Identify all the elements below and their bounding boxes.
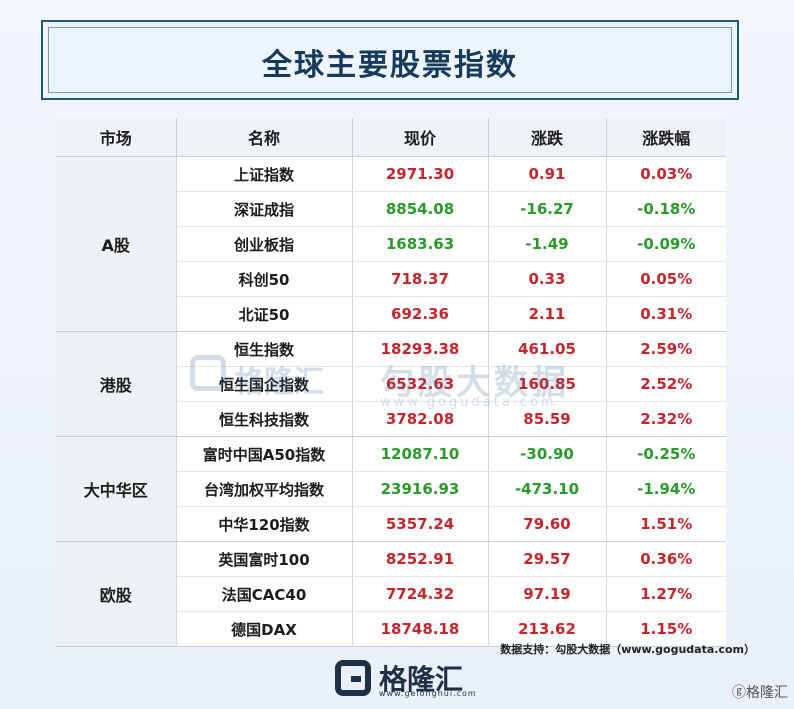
page-title: 全球主要股票指数 (262, 48, 518, 83)
change-cell: -16.27 (488, 191, 607, 227)
price-cell: 692.36 (352, 296, 489, 332)
pct-cell: -0.25% (606, 436, 726, 472)
logo-icon (335, 660, 371, 696)
pct-cell: 2.52% (606, 366, 726, 402)
header-price: 现价 (352, 118, 489, 157)
logo-url: www.gelonghui.com (379, 689, 477, 698)
header-market: 市场 (56, 118, 177, 157)
name-cell: 上证指数 (176, 156, 353, 192)
header-change: 涨跌 (488, 118, 607, 157)
header-row: 市场 名称 现价 涨跌 涨跌幅 (56, 118, 726, 157)
table-row: A股 上证指数 2971.30 0.91 0.03% (56, 156, 726, 332)
table-row: 德国DAX 18748.18 213.62 1.15% (56, 611, 726, 647)
change-cell: 85.59 (488, 401, 607, 437)
logo-name: 格隆汇 (379, 663, 464, 696)
name-cell: 德国DAX (176, 611, 353, 647)
price-cell: 12087.10 (352, 436, 489, 472)
index-table: 市场 名称 现价 涨跌 涨跌幅 A股 上证指数 2971.30 0.91 0.03% 深证… (56, 118, 726, 647)
change-cell: -30.90 (488, 436, 607, 472)
price-cell: 7724.32 (352, 576, 489, 612)
table-row: 创业板指 1683.63 -1.49 -0.09% (56, 226, 726, 262)
title-box: 全球主要股票指数 (41, 20, 739, 100)
name-cell: 北证50 (176, 296, 353, 332)
price-cell: 5357.24 (352, 506, 489, 542)
name-cell: 台湾加权平均指数 (176, 471, 353, 507)
market-cell: 大中华区 (56, 436, 177, 542)
change-cell: 29.57 (488, 541, 607, 577)
table-row: 深证成指 8854.08 -16.27 -0.18% (56, 191, 726, 227)
pct-cell: -0.18% (606, 191, 726, 227)
change-cell: 160.85 (488, 366, 607, 402)
name-cell: 恒生指数 (176, 331, 353, 367)
change-cell: 0.33 (488, 261, 607, 297)
price-cell: 8252.91 (352, 541, 489, 577)
pct-cell: -1.94% (606, 471, 726, 507)
price-cell: 18293.38 (352, 331, 489, 367)
title-frame (48, 27, 732, 93)
table-row: 北证50 692.36 2.11 0.31% (56, 296, 726, 332)
name-cell: 法国CAC40 (176, 576, 353, 612)
header-name: 名称 (176, 118, 353, 157)
change-cell: 2.11 (488, 296, 607, 332)
name-cell: 英国富时100 (176, 541, 353, 577)
table-row: 台湾加权平均指数 23916.93 -473.10 -1.94% (56, 471, 726, 507)
pct-cell: 0.31% (606, 296, 726, 332)
change-cell: -473.10 (488, 471, 607, 507)
price-cell: 1683.63 (352, 226, 489, 262)
change-cell: -1.49 (488, 226, 607, 262)
change-cell: 461.05 (488, 331, 607, 367)
price-cell: 23916.93 (352, 471, 489, 507)
table-row: 恒生国企指数 6532.63 160.85 2.52% (56, 366, 726, 402)
change-cell: 79.60 (488, 506, 607, 542)
name-cell: 深证成指 (176, 191, 353, 227)
pct-cell: 2.32% (606, 401, 726, 437)
table-row: 法国CAC40 7724.32 97.19 1.27% (56, 576, 726, 612)
market-cell: 港股 (56, 331, 177, 437)
change-cell: 213.62 (488, 611, 607, 647)
header-pct: 涨跌幅 (606, 118, 726, 157)
table-row: 欧股 英国富时100 8252.91 29.57 0.36% (56, 541, 726, 647)
market-cell: A股 (56, 156, 177, 332)
market-cell: 欧股 (56, 541, 177, 647)
table-row: 科创50 718.37 0.33 0.05% (56, 261, 726, 297)
price-cell: 2971.30 (352, 156, 489, 192)
table-row: 港股 恒生指数 18293.38 461.05 2.59% (56, 331, 726, 437)
price-cell: 18748.18 (352, 611, 489, 647)
price-cell: 6532.63 (352, 366, 489, 402)
pct-cell: 2.59% (606, 331, 726, 367)
corner-watermark: ⓖ格隆汇 (732, 685, 788, 701)
change-cell: 97.19 (488, 576, 607, 612)
name-cell: 科创50 (176, 261, 353, 297)
price-cell: 8854.08 (352, 191, 489, 227)
name-cell: 恒生科技指数 (176, 401, 353, 437)
table-row: 恒生科技指数 3782.08 85.59 2.32% (56, 401, 726, 437)
pct-cell: 1.27% (606, 576, 726, 612)
name-cell: 富时中国A50指数 (176, 436, 353, 472)
table-row: 大中华区 富时中国A50指数 12087.10 -30.90 -0.25% (56, 436, 726, 542)
pct-cell: 0.05% (606, 261, 726, 297)
name-cell: 中华120指数 (176, 506, 353, 542)
pct-cell: 0.03% (606, 156, 726, 192)
price-cell: 3782.08 (352, 401, 489, 437)
change-cell: 0.91 (488, 156, 607, 192)
pct-cell: -0.09% (606, 226, 726, 262)
name-cell: 创业板指 (176, 226, 353, 262)
table-body: A股 上证指数 2971.30 0.91 0.03% 深证成指 8854.08 -16.27-… (56, 156, 726, 647)
table-row: 中华120指数 5357.24 79.60 1.51% (56, 506, 726, 542)
price-cell: 718.37 (352, 261, 489, 297)
data-source: 数据支持：勾股大数据（www.gogudata.com） (500, 643, 755, 656)
pct-cell: 1.51% (606, 506, 726, 542)
name-cell: 恒生国企指数 (176, 366, 353, 402)
pct-cell: 0.36% (606, 541, 726, 577)
pct-cell: 1.15% (606, 611, 726, 647)
